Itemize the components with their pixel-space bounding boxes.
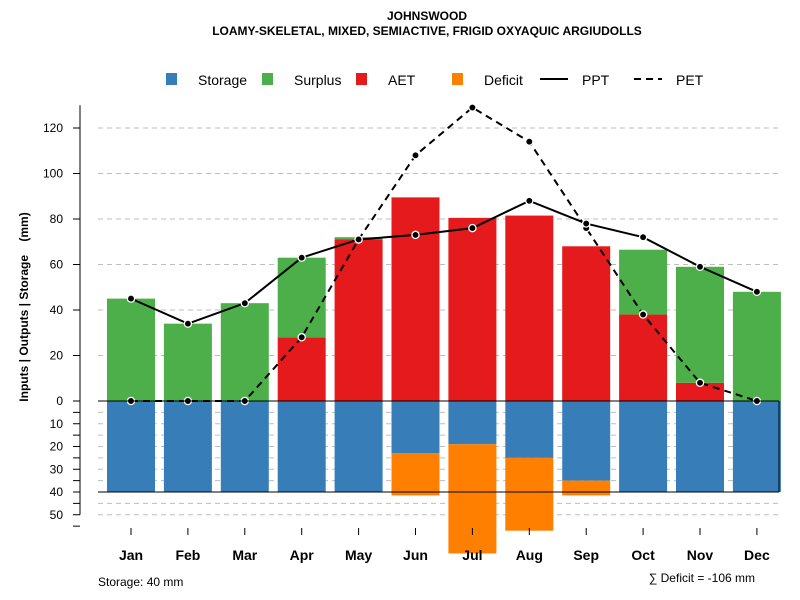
bar-surplus bbox=[676, 266, 724, 383]
ppt-line-point bbox=[638, 232, 648, 242]
x-tick-label: Feb bbox=[175, 547, 200, 563]
y-tick-label: 0 bbox=[56, 394, 63, 408]
bar-aet bbox=[562, 246, 611, 401]
chart-subtitle: LOAMY-SKELETAL, MIXED, SEMIACTIVE, FRIGI… bbox=[212, 24, 642, 38]
bar-storage bbox=[562, 401, 611, 481]
bar-aet bbox=[619, 314, 668, 401]
bar-deficit bbox=[448, 444, 497, 554]
x-tick-label: Jul bbox=[462, 547, 482, 563]
chart-title: JOHNSWOOD bbox=[387, 9, 467, 23]
bar-surplus bbox=[277, 257, 326, 338]
legend-swatch-surplus bbox=[262, 73, 273, 85]
y-tick-label-lower: 10 bbox=[50, 417, 64, 431]
ppt-line bbox=[130, 199, 758, 325]
bar-storage bbox=[676, 401, 724, 492]
legend-label-deficit: Deficit bbox=[484, 72, 523, 88]
bar-storage bbox=[619, 401, 668, 492]
pet-line-point bbox=[638, 310, 648, 319]
legend-label-aet: AET bbox=[388, 72, 416, 88]
x-tick-label: May bbox=[345, 547, 372, 563]
bar-storage bbox=[163, 401, 212, 492]
y-tick-label: 120 bbox=[43, 121, 63, 135]
y-tick-label: 40 bbox=[50, 303, 64, 317]
legend-swatch-aet bbox=[356, 73, 367, 85]
bar-aet bbox=[334, 239, 383, 401]
bar-aet bbox=[676, 382, 724, 401]
footer-storage: Storage: 40 mm bbox=[98, 575, 183, 589]
bars bbox=[107, 197, 781, 554]
bar-aet bbox=[277, 337, 326, 401]
ppt-line-point bbox=[468, 223, 477, 233]
ppt-line-point bbox=[525, 196, 534, 206]
x-tick-label: Nov bbox=[687, 547, 714, 563]
bar-storage bbox=[277, 401, 326, 492]
x-tick-label: Jun bbox=[403, 547, 428, 563]
pet-line-point bbox=[695, 378, 705, 388]
ppt-line-point bbox=[695, 262, 705, 272]
axes: 0 20 40 60 80 100 120 10 20 30 40 50 Jan Feb Mar Apr May… bbox=[43, 105, 780, 563]
pet-line-point bbox=[468, 103, 477, 112]
ppt-line-point bbox=[411, 230, 420, 240]
legend-swatch-storage bbox=[166, 73, 177, 85]
y-tick-label-lower: 50 bbox=[50, 508, 64, 522]
ppt-line-point bbox=[240, 298, 250, 308]
bar-storage bbox=[505, 401, 554, 458]
y-tick-label: 100 bbox=[43, 167, 63, 181]
y-tick-label-lower: 40 bbox=[50, 485, 64, 499]
bar-deficit bbox=[505, 457, 554, 531]
x-tick-label: Mar bbox=[232, 547, 257, 563]
bar-surplus bbox=[732, 291, 781, 401]
legend-label-storage: Storage bbox=[198, 72, 247, 88]
bar-aet bbox=[391, 197, 440, 401]
y-axis-label: Inputs | Outputs | Storage (mm) bbox=[17, 212, 31, 401]
bar-storage bbox=[220, 401, 269, 492]
pet-line-point bbox=[525, 137, 534, 146]
x-tick-label: Apr bbox=[290, 547, 315, 563]
x-tick-label: Oct bbox=[631, 547, 655, 563]
bar-surplus bbox=[163, 323, 212, 401]
bar-storage bbox=[107, 401, 155, 492]
ppt-line-point bbox=[126, 294, 136, 303]
x-tick-label: Aug bbox=[516, 547, 543, 563]
legend-label-ppt: PPT bbox=[582, 72, 610, 88]
series-lines bbox=[126, 103, 762, 406]
bar-deficit bbox=[391, 453, 440, 496]
x-tick-label: Dec bbox=[744, 547, 770, 563]
legend-label-surplus: Surplus bbox=[294, 72, 341, 88]
bar-storage bbox=[334, 401, 383, 492]
bar-storage bbox=[448, 401, 497, 445]
bar-aet bbox=[448, 217, 497, 401]
ppt-line-point bbox=[183, 319, 193, 328]
ppt-line-point bbox=[354, 235, 363, 244]
y-tick-label-lower: 20 bbox=[50, 440, 64, 454]
legend-swatch-deficit bbox=[452, 73, 463, 85]
bar-storage bbox=[391, 401, 440, 454]
y-tick-label-lower: 30 bbox=[50, 462, 64, 476]
bar-aet bbox=[505, 215, 554, 401]
ppt-line-point bbox=[297, 253, 306, 262]
y-tick-label: 60 bbox=[50, 258, 64, 272]
ppt-line-point bbox=[581, 219, 591, 228]
ppt-line-point bbox=[752, 287, 762, 297]
pet-line-point bbox=[411, 151, 420, 160]
legend-label-pet: PET bbox=[676, 72, 704, 88]
bar-storage bbox=[732, 401, 781, 492]
bar-surplus bbox=[619, 249, 668, 315]
bar-deficit bbox=[562, 480, 611, 496]
y-tick-label: 80 bbox=[50, 212, 64, 226]
legend: Storage Surplus AET Deficit PPT PET bbox=[166, 72, 704, 88]
y-tick-label: 20 bbox=[50, 349, 64, 363]
bar-surplus bbox=[220, 303, 269, 401]
bar-surplus bbox=[107, 298, 155, 401]
x-tick-label: Jan bbox=[119, 547, 143, 563]
pet-line-point bbox=[297, 333, 306, 342]
x-tick-label: Sep bbox=[573, 547, 599, 563]
footer-deficit-total: ∑ Deficit = -106 mm bbox=[649, 571, 755, 585]
